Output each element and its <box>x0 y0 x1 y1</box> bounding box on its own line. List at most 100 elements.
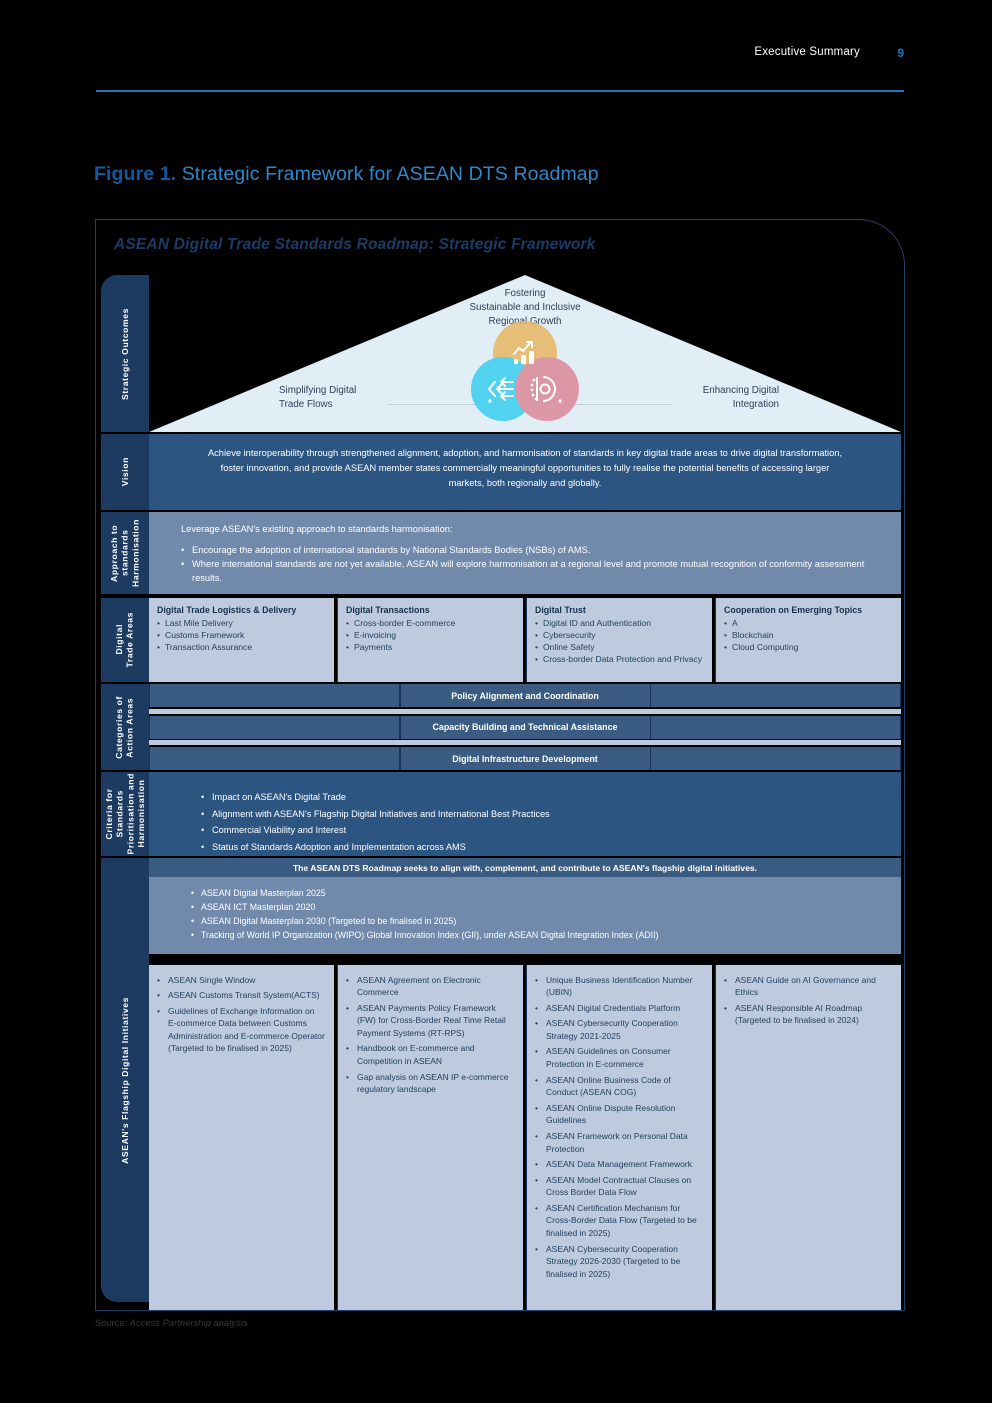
approach-bullet: Where international standards are not ye… <box>181 558 871 585</box>
flagship-column: Unique Business Identification Number (U… <box>526 964 712 1310</box>
framework-header-title: ASEAN Digital Trade Standards Roadmap: S… <box>114 236 596 253</box>
flagship-item: ASEAN Cybersecurity Cooperation Strategy… <box>533 1243 703 1281</box>
flagship-item: Gap analysis on ASEAN IP e-commerce regu… <box>344 1071 514 1096</box>
outcome-top-text: Fostering Sustainable and Inclusive Regi… <box>469 288 581 328</box>
row-label-vision: Vision <box>101 434 149 510</box>
flagship-intro: ASEAN Digital Masterplan 2025ASEAN ICT M… <box>149 877 901 954</box>
row-digital-trade-areas: Digital Trade Areas Digital Trade Logist… <box>101 598 901 682</box>
approach-body: Leverage ASEAN's existing approach to st… <box>149 512 901 594</box>
outcome-left-text: Simplifying Digital Trade Flows <box>279 384 357 410</box>
triangle-diagram: Fostering Sustainable and Inclusive Regi… <box>149 275 901 432</box>
trade-area-item: Cloud Computing <box>724 642 893 654</box>
flagship-item: ASEAN Online Dispute Resolution Guidelin… <box>533 1102 703 1127</box>
trade-area-item-list: ABlockchainCloud Computing <box>724 618 893 654</box>
row-label-trade-areas: Digital Trade Areas <box>101 598 149 682</box>
row-label-text: Digital Trade Areas <box>114 612 135 668</box>
approach-bullet-list: Encourage the adoption of international … <box>181 544 871 585</box>
trade-areas-columns: Digital Trade Logistics & Delivery Last M… <box>149 598 901 682</box>
flagship-item: ASEAN Cybersecurity Cooperation Strategy… <box>533 1017 703 1042</box>
approach-lead-text: Leverage ASEAN's existing approach to st… <box>181 524 453 534</box>
trade-area-column: Digital Trust Digital ID and Authenticati… <box>526 598 712 682</box>
outcome-right-text: Enhancing Digital Integration <box>702 384 779 410</box>
flagship-column: ASEAN Guide on AI Governance and Ethics A… <box>715 964 901 1310</box>
page-number: 9 <box>897 46 904 60</box>
action-area-band: Policy Alignment and Coordination <box>149 684 901 707</box>
row-label-text: Criteria for Standards Prioritisation an… <box>103 773 146 855</box>
flagship-item: ASEAN Framework on Personal Data Protect… <box>533 1130 703 1155</box>
flagship-intro-bullet: ASEAN Digital Masterplan 2025 <box>191 887 901 901</box>
criteria-bullet: Impact on ASEAN's Digital Trade <box>201 789 901 806</box>
band-gap <box>149 708 901 714</box>
connector-line-right <box>563 404 673 405</box>
trade-area-item: Payments <box>346 642 515 654</box>
trade-area-item: Last Mile Delivery <box>157 618 326 630</box>
connector-line-left <box>387 404 497 405</box>
header-rule <box>96 90 904 92</box>
trade-area-title: Digital Trade Logistics & Delivery <box>157 605 297 615</box>
trade-area-item-list: Cross-border E-commerceE-invoicingPaymen… <box>346 618 515 654</box>
flagship-banner-text: The ASEAN DTS Roadmap seeks to align wit… <box>292 862 758 873</box>
row-flagship-digital-initiatives: ASEAN's Flagship Digital Initiatives The… <box>101 858 901 1310</box>
trade-area-item: E-invoicing <box>346 630 515 642</box>
flagship-banner: The ASEAN DTS Roadmap seeks to align wit… <box>149 858 901 877</box>
strategic-framework-panel: ASEAN Digital Trade Standards Roadmap: S… <box>95 219 905 1311</box>
trade-area-title: Cooperation on Emerging Topics <box>724 605 863 615</box>
gear-cog-icon <box>536 376 556 402</box>
row-label-text: Approach to standards Harmonisation <box>108 519 141 587</box>
criteria-bullet: Commercial Viability and Interest <box>201 822 901 839</box>
flagship-item: ASEAN Agreement on Electronic Commerce <box>344 974 514 999</box>
row-approach-to-standards-harmonisation: Approach to standards Harmonisation Leve… <box>101 512 901 594</box>
trade-areas-body: Digital Trade Logistics & Delivery Last M… <box>149 598 901 682</box>
flagship-item: ASEAN Online Business Code of Conduct (A… <box>533 1074 703 1099</box>
trade-area-item: Customs Framework <box>157 630 326 642</box>
action-area-band-label: Capacity Building and Technical Assistan… <box>432 722 618 732</box>
action-area-band-label: Policy Alignment and Coordination <box>451 690 599 701</box>
flagship-item: ASEAN Payments Policy Framework (FW) for… <box>344 1002 514 1040</box>
flagship-item: ASEAN Responsible AI Roadmap (Targeted t… <box>722 1002 892 1027</box>
source-note: Source: Access Partnership analysis <box>95 1318 248 1328</box>
flagship-spacer <box>149 953 901 965</box>
trade-area-item: Online Safety <box>535 642 704 654</box>
criteria-bullet: Status of Standards Adoption and Impleme… <box>201 839 901 856</box>
trade-area-item: Cross-border Data Protection and Privacy <box>535 654 704 666</box>
trade-area-item: Transaction Assurance <box>157 642 326 654</box>
flagship-item: ASEAN Model Contractual Clauses on Cross… <box>533 1174 703 1199</box>
trade-area-item-list: Digital ID and AuthenticationCybersecuri… <box>535 618 704 665</box>
trade-area-item: A <box>724 618 893 630</box>
flagship-item-list: ASEAN Agreement on Electronic Commerce AS… <box>344 974 514 1096</box>
trade-area-item: Cross-border E-commerce <box>346 618 515 630</box>
action-areas-body: Policy Alignment and Coordination Capacit… <box>149 684 901 770</box>
flagship-columns: ASEAN Single Window ASEAN Customs Transit… <box>149 964 901 1310</box>
flagship-item: Handbook on E-commerce and Competition i… <box>344 1042 514 1067</box>
gear-teeth-icon <box>530 378 562 403</box>
header-section-title: Executive Summary <box>754 46 860 58</box>
trade-area-item: Digital ID and Authentication <box>535 618 704 630</box>
criteria-bullet-list: Impact on ASEAN's Digital TradeAlignment… <box>201 789 901 856</box>
flagship-item: ASEAN Digital Credentials Platform <box>533 1002 703 1015</box>
row-label-text: Strategic Outcomes <box>119 307 130 400</box>
action-area-bands: Policy Alignment and Coordination Capacit… <box>149 684 901 770</box>
row-label-action-areas: Categories of Action Areas <box>101 684 149 770</box>
bar-chart-bars-icon <box>514 351 534 364</box>
figure-label: Figure 1. <box>94 163 177 185</box>
flagship-item: ASEAN Data Management Framework <box>533 1158 703 1171</box>
row-label-flagship: ASEAN's Flagship Digital Initiatives <box>101 858 149 1302</box>
trade-area-title: Digital Trust <box>535 605 586 615</box>
trade-area-item: Blockchain <box>724 630 893 642</box>
figure-caption: Figure 1. Strategic Framework for ASEAN … <box>94 163 599 186</box>
trade-area-column: Digital Transactions Cross-border E-comme… <box>337 598 523 682</box>
vision-statement: Achieve interoperability through strengt… <box>207 448 843 489</box>
flagship-item: ASEAN Guide on AI Governance and Ethics <box>722 974 892 999</box>
flagship-item-list: ASEAN Single Window ASEAN Customs Transit… <box>155 974 325 1055</box>
flagship-item: ASEAN Certification Mechanism for Cross-… <box>533 1202 703 1240</box>
criteria-bullet: Alignment with ASEAN's Flagship Digital … <box>201 806 901 823</box>
strategic-outcomes-body: Fostering Sustainable and Inclusive Regi… <box>149 275 901 432</box>
flagship-column: ASEAN Agreement on Electronic Commerce AS… <box>337 964 523 1310</box>
action-area-band-label: Digital Infrastructure Development <box>452 753 598 764</box>
criteria-body: Impact on ASEAN's Digital TradeAlignment… <box>149 772 901 856</box>
row-strategic-outcomes: Strategic Outcomes Fostering Sustainable… <box>101 275 901 432</box>
row-criteria-for-standards: Criteria for Standards Prioritisation an… <box>101 772 901 856</box>
row-vision: Vision Achieve interoperability through … <box>101 434 901 510</box>
row-label-strategic-outcomes: Strategic Outcomes <box>101 275 149 432</box>
